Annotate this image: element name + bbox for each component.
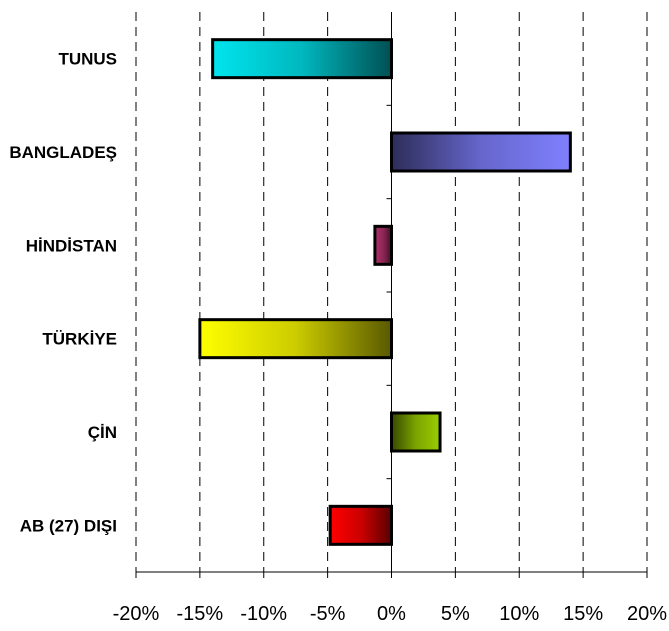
x-tick-label: -15% xyxy=(177,603,224,625)
x-tick-label: 0% xyxy=(377,603,406,625)
bar xyxy=(390,131,572,173)
category-labels: TUNUS BANGLADEŞ HİNDİSTAN TÜRKİYE ÇİN AB (27)… xyxy=(9,50,117,536)
x-tick-label: 20% xyxy=(627,603,667,625)
x-tick-labels: -20% -15% -10% -5% 0% 5% 10% 15% 20% xyxy=(113,603,668,625)
category-label: AB (27) DIŞI xyxy=(20,516,117,535)
x-tick-label: 5% xyxy=(441,603,470,625)
bar xyxy=(328,504,393,546)
category-label: ÇİN xyxy=(88,423,117,442)
x-tick-label: 15% xyxy=(563,603,603,625)
bar xyxy=(211,38,393,80)
x-tick-label: -10% xyxy=(240,603,287,625)
gridlines xyxy=(135,12,648,572)
bars xyxy=(198,38,572,546)
category-label: TÜRKİYE xyxy=(42,330,117,349)
bar xyxy=(390,411,442,453)
x-tick-label: -20% xyxy=(113,603,160,625)
category-label: HİNDİSTAN xyxy=(26,236,117,255)
x-tick-label: 10% xyxy=(499,603,539,625)
bar xyxy=(198,318,393,360)
category-label: TUNUS xyxy=(58,50,117,69)
category-label: BANGLADEŞ xyxy=(9,143,117,162)
x-tick-label: -5% xyxy=(310,603,346,625)
bar xyxy=(373,224,393,266)
axes xyxy=(135,12,648,578)
